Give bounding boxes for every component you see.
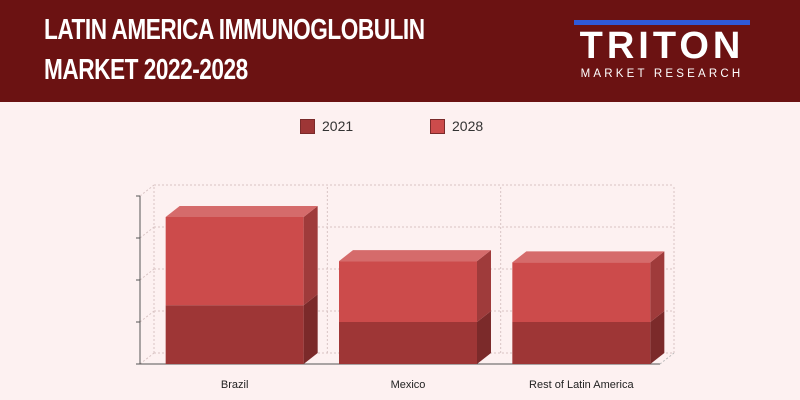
bar-2028-mexico [339,261,477,322]
x-tick-label: Brazil [221,379,249,391]
bar-side-2021 [477,311,491,364]
x-tick-label: Rest of Latin America [529,379,634,391]
x-tick-label: Mexico [391,379,426,391]
header-banner: LATIN AMERICA IMMUNOGLOBULIN MARKET 2022… [0,0,800,102]
bar-side-2028 [650,251,665,322]
legend-swatch-2028 [430,118,445,134]
logo-subtitle: MARKET RESEARCH [580,68,744,80]
legend-label-2021: 2021 [322,118,354,134]
bar-2021-mexico [339,322,477,364]
title-line-1: LATIN AMERICA IMMUNOGLOBULIN [44,14,425,46]
logo-accent-bar [574,20,750,25]
title-line-2: MARKET 2022-2028 [44,54,248,86]
bar-2028-brazil [165,217,304,306]
logo-wordmark: TRITON [579,25,745,67]
gridline-side [139,352,155,365]
bar-side-2028 [477,250,491,322]
bar-2021-rest-of-latin-america [512,322,651,364]
floor-edge [659,352,675,365]
bar-top-2028 [339,250,491,262]
bar-side-2028 [303,206,318,306]
bar-top-2028 [165,206,318,217]
legend-item-2028: 2028 [430,118,483,134]
bar-side-2021 [303,294,318,364]
legend-item-2021: 2021 [300,118,353,134]
legend-swatch-2021 [300,118,315,134]
legend-label-2028: 2028 [452,118,484,134]
gridline-side [139,268,155,281]
bar-2028-rest-of-latin-america [512,262,651,322]
gridline-side [139,226,155,239]
triton-logo: TRITON MARKET RESEARCH [566,18,758,84]
gridline-side [139,310,155,323]
chart-legend: 2021 2028 [0,118,800,138]
bar-top-2028 [512,251,665,263]
page-title: LATIN AMERICA IMMUNOGLOBULIN MARKET 2022… [44,10,425,90]
bar-2021-brazil [165,305,304,364]
bar-side-2021 [650,311,665,364]
gridline-side [139,184,155,197]
